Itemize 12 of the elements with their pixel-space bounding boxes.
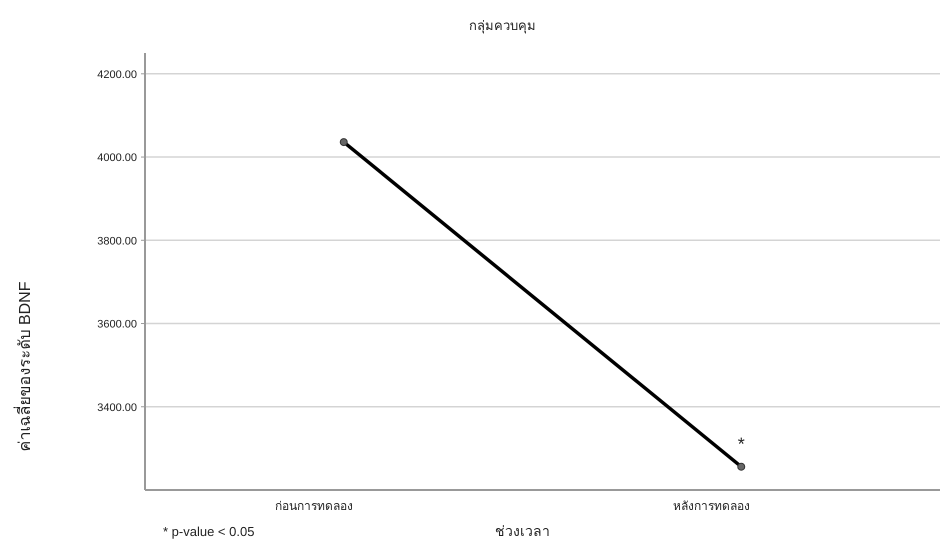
x-tick-label: ก่อนการทดลอง xyxy=(274,499,353,513)
chart-title: กลุ่มควบคุม xyxy=(469,18,536,34)
text: * p-value < 0.05 xyxy=(163,524,254,539)
annotation: * xyxy=(738,434,745,454)
x-axis-title: ช่วงเวลา xyxy=(495,523,550,539)
y-axis-title: ค่าเฉลี่ยของระดับ BDNF xyxy=(13,281,34,452)
y-tick-label: 4200.00 xyxy=(97,68,137,81)
y-tick-label: 3800.00 xyxy=(97,235,137,248)
x-tick-label: หลังการทดลอง xyxy=(672,499,750,513)
y-tick-label: 4000.00 xyxy=(97,152,137,164)
y-tick-label: 3400.00 xyxy=(97,402,137,414)
y-tick-label: 3600.00 xyxy=(97,318,137,331)
